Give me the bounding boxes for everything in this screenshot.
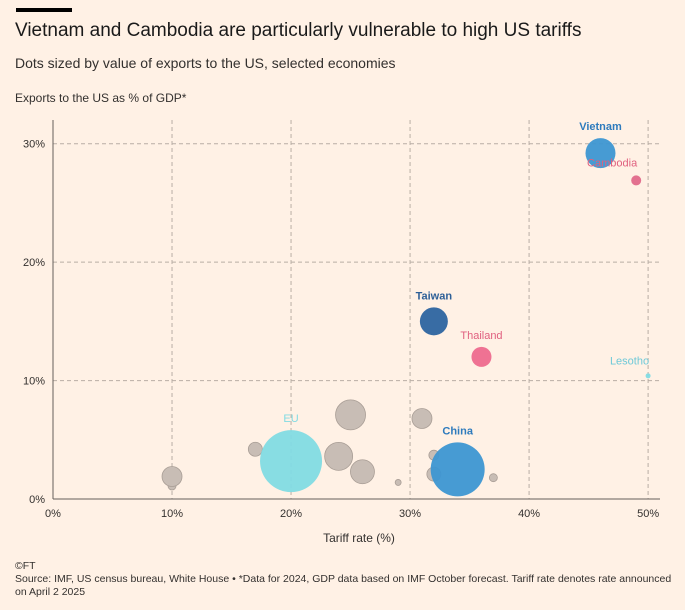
footer: ©FT Source: IMF, US census bureau, White… (15, 560, 675, 599)
x-tick-label: 30% (399, 508, 421, 520)
chart-title: Vietnam and Cambodia are particularly vu… (15, 20, 582, 41)
dot-economy (161, 466, 183, 487)
x-tick-label: 0% (45, 508, 61, 520)
label-thailand: Thailand (460, 330, 502, 342)
dot-economy (488, 473, 498, 483)
y-tick-label: 30% (23, 139, 45, 151)
dot-economy (394, 479, 402, 486)
dot-economy (247, 441, 263, 457)
chart-subtitle: Dots sized by value of exports to the US… (15, 55, 396, 71)
source-note: Source: IMF, US census bureau, White Hou… (15, 573, 672, 598)
x-tick-label: 40% (518, 508, 540, 520)
dot-economy (335, 399, 366, 431)
dot-vietnam (585, 138, 616, 169)
ft-accent-bar (16, 8, 72, 12)
dot-thailand (471, 346, 492, 367)
x-tick-label: 20% (280, 508, 302, 520)
label-lesotho: Lesotho (610, 355, 649, 367)
dot-taiwan (419, 307, 448, 336)
dot-economy (411, 408, 433, 429)
copyright: ©FT (15, 560, 36, 572)
label-china: China (442, 425, 473, 437)
x-axis-label: Tariff rate (%) (323, 531, 395, 545)
label-vietnam: Vietnam (579, 121, 622, 133)
dot-eu (260, 430, 323, 493)
dot-lesotho (645, 373, 651, 379)
y-tick-label: 0% (29, 494, 45, 506)
dot-cambodia (631, 175, 642, 186)
y-axis-label: Exports to the US as % of GDP* (15, 91, 187, 105)
dot-economy (324, 441, 354, 471)
dot-china (430, 442, 485, 497)
x-tick-label: 50% (637, 508, 659, 520)
y-tick-label: 20% (23, 257, 45, 269)
label-eu: EU (283, 413, 298, 425)
x-tick-label: 10% (161, 508, 183, 520)
y-tick-label: 10% (23, 376, 45, 388)
dot-economy (350, 459, 375, 485)
label-cambodia: Cambodia (587, 157, 638, 169)
label-taiwan: Taiwan (416, 290, 453, 302)
scatter-chart: 0% 10% 20% 30% 0% 10% 20% 30% 40% 50% Tariff rate … (23, 120, 660, 545)
